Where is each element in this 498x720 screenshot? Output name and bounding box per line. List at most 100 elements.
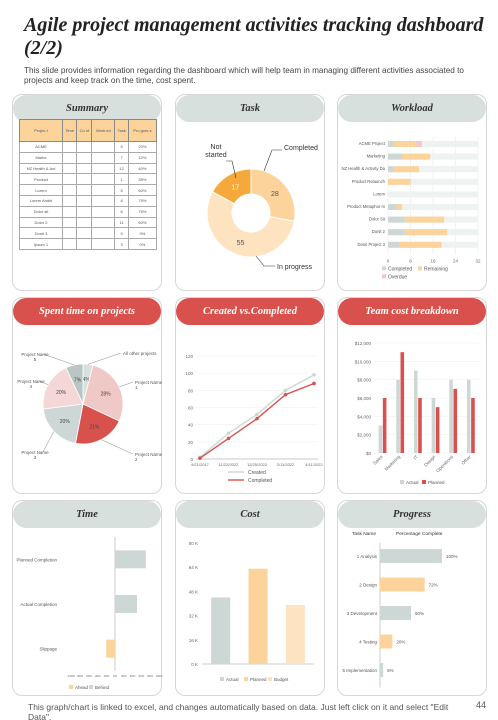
created-line-chart: 0 20 40 60 80 100 120 9/21/2017 11/22/2022 12/25/… xyxy=(185,354,323,484)
label-completed: Completed xyxy=(284,145,318,152)
category-label: 5 Implementation xyxy=(342,668,377,673)
summary-col-header: Co st xyxy=(76,119,93,142)
legend-label: Remaining xyxy=(424,266,448,272)
pie-category-label: Project Name xyxy=(21,352,49,357)
x-tick-label: 40% xyxy=(130,674,136,678)
progress-col-task: Task Name xyxy=(352,531,376,537)
legend-label: Completed xyxy=(248,478,272,484)
bar xyxy=(115,550,146,569)
data-point xyxy=(312,373,316,377)
legend-swatch xyxy=(422,480,426,484)
category-label: Lorem xyxy=(373,191,385,196)
x-tick-label: 11/22/2022 xyxy=(219,462,239,467)
bar-segment xyxy=(396,204,403,210)
bar xyxy=(382,398,387,453)
legend-swatch xyxy=(418,266,422,271)
bar-value-label: 72% xyxy=(429,583,438,588)
summary-card: Summary Projec t Time Co st Work ed Task Pro … xyxy=(12,94,162,291)
x-tick-label: 4/11/2022 xyxy=(305,462,323,467)
x-tick-label: Design xyxy=(423,454,437,468)
bar xyxy=(453,388,458,453)
leader-line xyxy=(255,255,275,267)
leader-line xyxy=(101,439,134,455)
table-cell: 3 xyxy=(114,238,129,250)
bar xyxy=(106,639,115,658)
x-tick-label: Sales xyxy=(372,454,384,466)
legend-swatch xyxy=(244,677,248,681)
pie-value-label: 7% xyxy=(74,378,82,384)
bar xyxy=(211,597,231,664)
x-tick-label: 0% xyxy=(113,674,118,678)
legend-swatch xyxy=(400,480,404,484)
table-cell xyxy=(61,141,78,153)
bar-segment xyxy=(404,216,445,223)
table-cell: 5 xyxy=(114,141,129,153)
table-cell: 75% xyxy=(127,194,158,207)
legend-label: Budget xyxy=(274,677,289,682)
pie-category-label: Project Name xyxy=(135,380,163,385)
table-row: Lorem Ambit 8 75% xyxy=(19,194,158,207)
page-number: 44 xyxy=(476,700,487,710)
category-label: Actual Completion xyxy=(20,602,57,607)
table-cell xyxy=(76,194,93,207)
table-cell xyxy=(61,194,78,207)
table-cell: 9 xyxy=(114,227,129,240)
legend-swatch xyxy=(268,677,272,681)
summary-col-header: Pro gres s xyxy=(127,119,158,142)
table-row: Marke 7 12% xyxy=(19,151,158,164)
bar xyxy=(471,398,475,453)
team-bar-chart: $0 $2,000 $4,000 $6,000 $8,000 $10,000 $12,000… xyxy=(355,341,480,485)
pie-category-label: 1 xyxy=(135,385,138,390)
bar xyxy=(380,663,384,677)
workload-card: Workload 0 8 16 24 32 ACME Project Marketing NZ… xyxy=(337,94,487,291)
bar xyxy=(285,605,305,664)
series-line xyxy=(199,382,315,459)
donut-value-label: 55 xyxy=(237,240,245,247)
category-label: Dolor Sit xyxy=(369,217,386,222)
table-cell: 12 xyxy=(114,162,129,175)
bar-value-label: 20% xyxy=(396,640,405,645)
bar xyxy=(115,595,137,613)
table-cell: 11 xyxy=(114,216,129,229)
table-cell xyxy=(91,184,116,196)
y-tick-label: 64 K xyxy=(189,565,198,570)
category-label: Product Metaphor m xyxy=(347,204,385,209)
bar-segment xyxy=(388,229,405,236)
table-cell: 6 xyxy=(114,205,129,218)
table-cell: Lorem xyxy=(19,184,63,196)
table-cell xyxy=(76,184,93,196)
legend-label: Behind xyxy=(95,685,110,690)
data-point xyxy=(255,412,259,417)
bar xyxy=(380,634,393,649)
pie-value-label: 4% xyxy=(83,377,91,383)
data-point xyxy=(226,431,231,436)
label-not-started: started xyxy=(205,152,227,159)
leader-line xyxy=(87,352,122,365)
progress-col-pct: Percentage Complete xyxy=(396,531,443,537)
bar-segment xyxy=(388,204,397,210)
data-point xyxy=(255,416,259,421)
created-card: Created vs.Completed 0 20 40 60 80 100 120 9/21… xyxy=(175,297,325,494)
y-tick-label: $10,000 xyxy=(355,359,372,364)
table-cell xyxy=(76,205,93,218)
bar xyxy=(400,352,405,453)
table-row: Dolor sit 6 76% xyxy=(19,205,158,218)
table-cell xyxy=(76,216,93,229)
table-cell xyxy=(76,151,93,164)
table-cell: Dolor sit xyxy=(19,205,63,218)
table-cell xyxy=(91,141,116,153)
summary-col-header: Projec t xyxy=(19,119,63,142)
table-cell: 1 xyxy=(114,173,129,186)
bar-segment xyxy=(388,216,405,223)
pie-category-label: 2 xyxy=(135,457,138,462)
page-title: Agile project management activities trac… xyxy=(24,14,484,59)
bar-value-label: 5% xyxy=(387,668,394,673)
table-row: Product 1 35% xyxy=(19,173,158,186)
table-cell xyxy=(76,162,93,175)
time-bar-chart: -100% -80% -60% -40% -20% 0% 20% 40% 60% 80% 100% P… xyxy=(16,537,163,690)
bar-track xyxy=(388,178,478,185)
table-cell: 5 xyxy=(114,184,129,196)
donut-value-label: 17 xyxy=(231,184,239,191)
table-cell xyxy=(61,162,78,175)
x-tick-label: 0 xyxy=(387,258,390,263)
